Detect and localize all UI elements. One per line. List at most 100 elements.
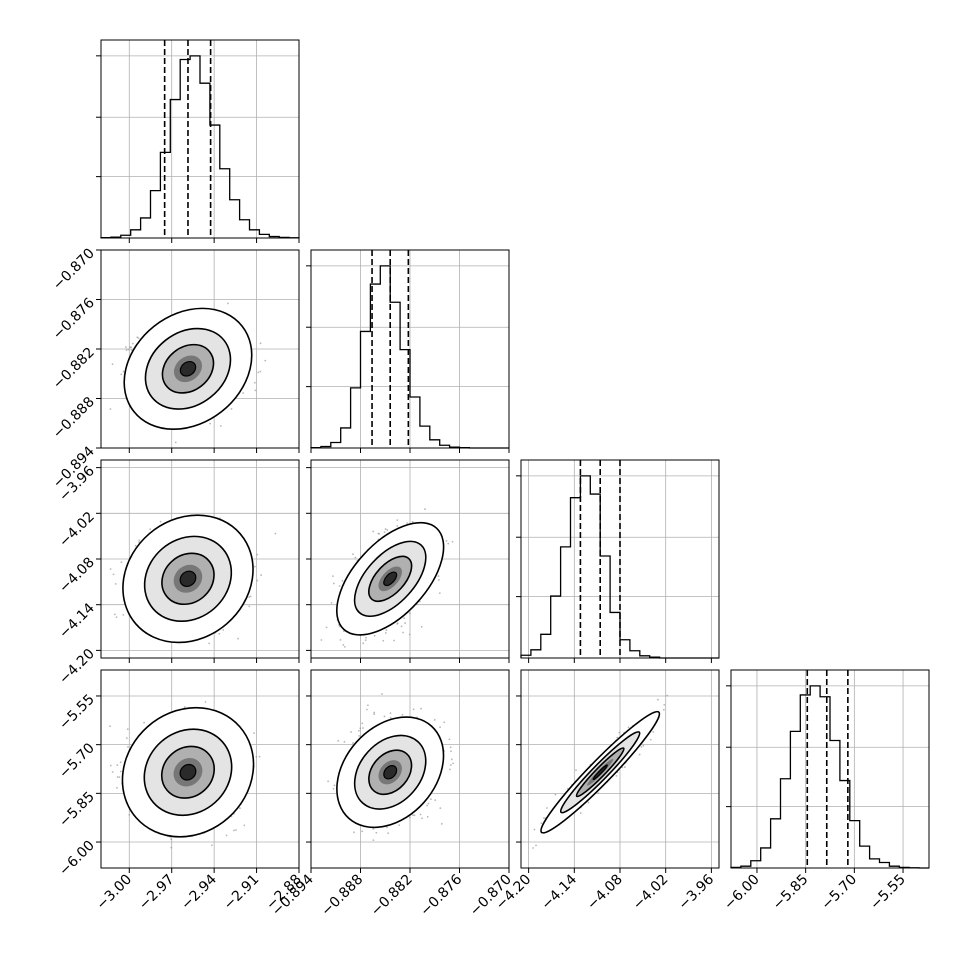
scatter-point <box>618 731 621 734</box>
scatter-point <box>225 834 228 837</box>
scatter-point <box>400 625 403 628</box>
scatter-point <box>420 625 423 628</box>
scatter-point <box>352 831 355 834</box>
scatter-point <box>350 731 352 733</box>
scatter-point <box>116 776 119 778</box>
scatter-panel-3-1 <box>311 670 509 868</box>
scatter-point <box>226 302 229 305</box>
scatter-point <box>366 708 368 711</box>
y-tick-label: −0.882 <box>50 345 98 393</box>
scatter-point <box>256 579 259 582</box>
scatter-point <box>401 713 404 716</box>
scatter-point <box>109 408 112 410</box>
scatter-point <box>575 769 577 772</box>
contour-line <box>540 710 661 834</box>
x-tick-label: −5.70 <box>819 872 861 914</box>
scatter-point <box>389 712 392 715</box>
y-tick-label: −5.85 <box>56 789 98 831</box>
y-tick-label: −5.55 <box>56 691 98 733</box>
scatter-point <box>389 716 392 719</box>
scatter-point <box>378 532 381 535</box>
x-tick-label: −3.96 <box>676 871 718 913</box>
scatter-point <box>440 822 443 825</box>
scatter-point <box>384 632 387 634</box>
histogram-frame-3 <box>730 669 930 869</box>
scatter-point <box>439 807 442 810</box>
scatter-point <box>204 700 207 703</box>
scatter-point <box>427 802 430 805</box>
scatter-point <box>579 812 582 814</box>
scatter-point <box>257 371 260 374</box>
scatter-point <box>383 715 386 718</box>
x-tick-label: −4.14 <box>538 871 580 913</box>
scatter-point <box>122 613 125 616</box>
scatter-point <box>109 725 111 728</box>
scatter-point <box>352 742 354 744</box>
density-peak <box>383 765 398 780</box>
scatter-point <box>652 731 655 733</box>
scatter-point <box>338 585 341 587</box>
scatter-point <box>119 761 122 764</box>
scatter-point <box>143 721 145 724</box>
scatter-point <box>420 707 422 710</box>
scatter-point <box>426 815 429 818</box>
scatter-point <box>384 528 387 530</box>
y-tick-label: −0.876 <box>50 295 98 343</box>
density-peak <box>179 360 197 377</box>
scatter-point <box>354 556 357 559</box>
scatter-point <box>118 776 121 778</box>
scatter-point <box>421 817 423 820</box>
scatter-point <box>361 830 364 833</box>
scatter-panel-2-1 <box>311 460 509 658</box>
scatter-point <box>274 532 277 535</box>
scatter-point <box>249 595 252 598</box>
scatter-point <box>437 575 440 577</box>
scatter-point <box>341 580 344 582</box>
scatter-point <box>128 814 131 816</box>
scatter-point <box>587 801 590 804</box>
scatter-point <box>320 639 323 641</box>
scatter-point <box>242 392 245 394</box>
scatter-point <box>434 799 437 802</box>
scatter-point <box>253 565 256 568</box>
scatter-point <box>430 798 432 800</box>
scatter-point <box>438 579 440 581</box>
scatter-point <box>445 539 448 542</box>
scatter-point <box>361 722 364 725</box>
scatter-point <box>364 639 367 642</box>
scatter-point <box>396 622 399 625</box>
scatter-point <box>616 736 619 739</box>
scatter-panel-2-0 <box>101 460 299 658</box>
scatter-point <box>254 389 257 392</box>
scatter-point <box>409 612 411 615</box>
scatter-point <box>120 373 123 376</box>
scatter-point <box>638 753 641 756</box>
y-tick-label: −0.888 <box>50 394 98 442</box>
contour-line <box>122 514 254 644</box>
scatter-point <box>396 525 399 527</box>
scatter-point <box>342 644 345 646</box>
scatter-point <box>533 828 536 831</box>
scatter-point <box>412 814 414 817</box>
scatter-point <box>640 745 643 748</box>
scatter-point <box>649 738 652 741</box>
scatter-point <box>112 573 115 576</box>
scatter-point <box>393 639 396 642</box>
scatter-point <box>358 734 361 737</box>
scatter-point <box>219 425 222 427</box>
density-peak <box>592 764 608 781</box>
scatter-point <box>452 762 454 765</box>
x-tick-label: −0.876 <box>417 871 465 919</box>
scatter-point <box>372 828 375 830</box>
scatter-point <box>256 553 259 556</box>
scatter-point <box>424 508 426 511</box>
scatter-point <box>383 531 386 534</box>
scatter-point <box>419 813 422 816</box>
scatter-point <box>545 807 548 809</box>
scatter-point <box>125 349 128 351</box>
scatter-point <box>387 832 390 835</box>
contour-line <box>121 706 255 838</box>
scatter-point <box>666 694 669 697</box>
panel-content <box>101 250 299 448</box>
